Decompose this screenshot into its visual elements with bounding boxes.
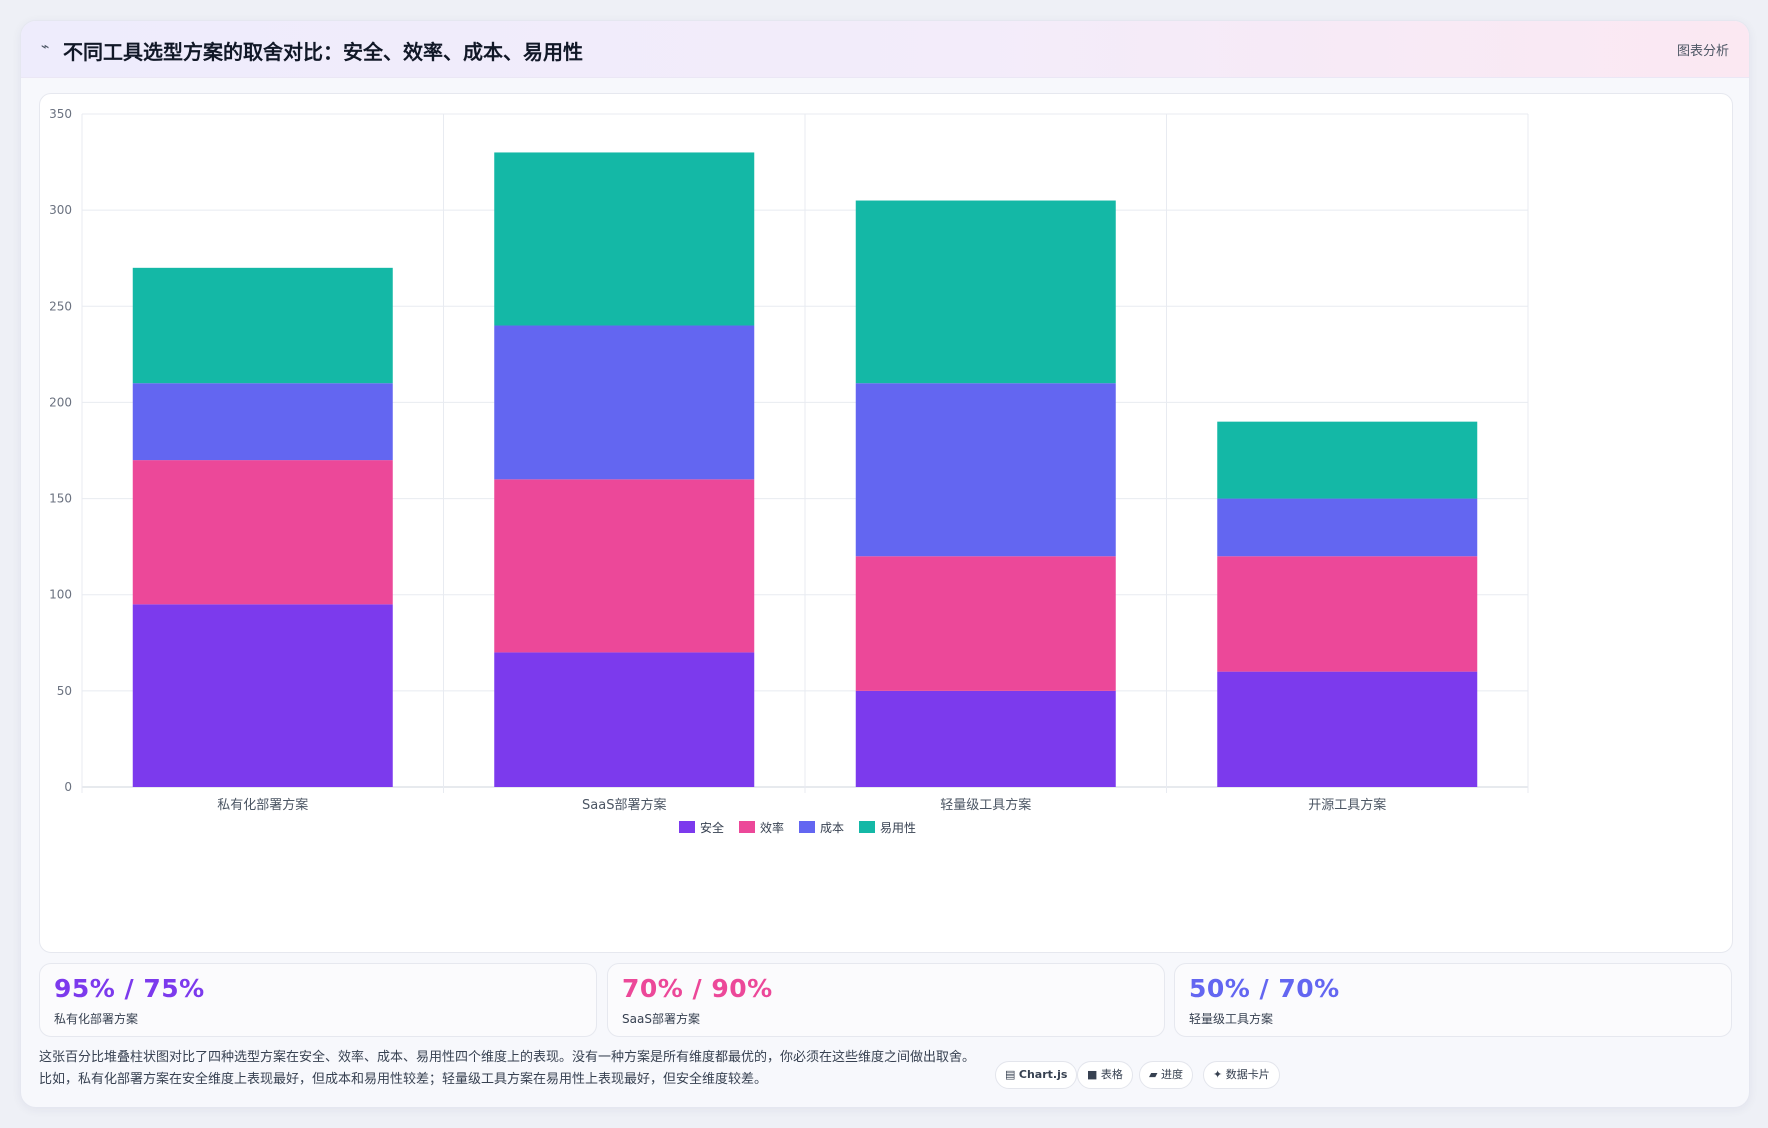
x-tick-label: 开源工具方案: [1308, 797, 1386, 813]
x-tick-label: SaaS部署方案: [582, 797, 666, 813]
stat-value: 70% / 90%: [622, 974, 773, 1003]
card-header: ⌁ 不同工具选型方案的取舍对比：安全、效率、成本、易用性 图表分析: [21, 21, 1749, 78]
bar-segment: [494, 152, 755, 326]
bar-segment: [1217, 498, 1478, 557]
chip-label: Chart.js: [1018, 1068, 1068, 1081]
stacked-bar-chart: 0 50 100 150 200 250 300 350 私有化部署方案 SaaS部署方案 轻量级工…: [49, 107, 1529, 835]
y-tick-label: 300: [49, 203, 72, 217]
y-tick-label: 350: [49, 107, 72, 121]
bar-segment: [494, 325, 755, 480]
bar-segment: [855, 556, 1116, 691]
stat-card-saas: 70% / 90% SaaS部署方案: [607, 963, 1165, 1037]
stat-label: 轻量级工具方案: [1189, 1012, 1274, 1026]
legend-label: 易用性: [880, 821, 916, 835]
progress-icon: ▰: [1149, 1068, 1158, 1081]
stats-row: 95% / 75% 私有化部署方案 70% / 90% SaaS部署方案 50%…: [39, 963, 1732, 1037]
legend-swatch: [739, 821, 755, 833]
bar-segment: [1217, 556, 1478, 672]
y-tick-label: 50: [57, 684, 72, 698]
bar-segment: [494, 652, 755, 787]
chip-label: 进度: [1160, 1068, 1183, 1081]
stat-label: SaaS部署方案: [622, 1012, 700, 1026]
legend-swatch: [799, 821, 815, 833]
bar-segment: [855, 200, 1116, 384]
chip-chartjs[interactable]: ▤ Chart.js: [995, 1061, 1078, 1089]
bar-segment: [132, 383, 393, 461]
stat-value: 95% / 75%: [54, 974, 205, 1003]
chart-line-icon: ⌁: [41, 39, 50, 55]
y-tick-label: 250: [49, 299, 72, 313]
sparkle-icon: ✦: [1213, 1068, 1223, 1081]
y-tick-label: 100: [49, 588, 72, 602]
y-tick-label: 0: [64, 780, 72, 794]
chip-data-cards[interactable]: ✦ 数据卡片: [1203, 1061, 1280, 1089]
stat-card-private: 95% / 75% 私有化部署方案: [39, 963, 597, 1037]
chart-card: ⌁ 不同工具选型方案的取舍对比：安全、效率、成本、易用性 图表分析 0 50 100…: [20, 20, 1750, 1108]
bar-segment: [132, 604, 393, 787]
legend-swatch: [859, 821, 875, 833]
stat-value: 50% / 70%: [1189, 974, 1340, 1003]
bar-segment: [132, 267, 393, 384]
stat-label: 私有化部署方案: [54, 1012, 139, 1026]
legend-label: 安全: [700, 820, 724, 835]
chip-label: 表格: [1100, 1068, 1123, 1081]
x-tick-label: 轻量级工具方案: [940, 797, 1031, 813]
bar-segment: [1217, 671, 1478, 787]
chart-description: 这张百分比堆叠柱状图对比了四种选型方案在安全、效率、成本、易用性四个维度上的表现…: [39, 1050, 976, 1087]
table-icon: ■: [1087, 1068, 1098, 1081]
legend-swatch: [679, 821, 695, 833]
bar-segment: [1217, 421, 1478, 499]
y-tick-label: 150: [49, 492, 72, 506]
chip-table[interactable]: ■ 表格: [1077, 1061, 1133, 1089]
chip-label: 数据卡片: [1225, 1068, 1270, 1081]
bar-segment: [132, 460, 393, 605]
x-tick-label: 私有化部署方案: [217, 797, 308, 813]
page-title: 不同工具选型方案的取舍对比：安全、效率、成本、易用性: [63, 40, 583, 64]
bar-segment: [855, 690, 1116, 787]
y-tick-label: 200: [49, 395, 72, 409]
bar-segment: [494, 479, 755, 653]
bar-segment: [855, 383, 1116, 557]
stat-card-lightweight: 50% / 70% 轻量级工具方案: [1174, 963, 1732, 1037]
analysis-tag: 图表分析: [1676, 44, 1729, 59]
legend-label: 成本: [820, 821, 844, 835]
chip-progress[interactable]: ▰ 进度: [1139, 1061, 1193, 1089]
legend-label: 效率: [760, 820, 784, 835]
chart-icon: ▤: [1005, 1068, 1016, 1081]
chart-panel: 0 50 100 150 200 250 300 350 私有化部署方案 SaaS部署方案 轻量级工…: [39, 93, 1733, 953]
